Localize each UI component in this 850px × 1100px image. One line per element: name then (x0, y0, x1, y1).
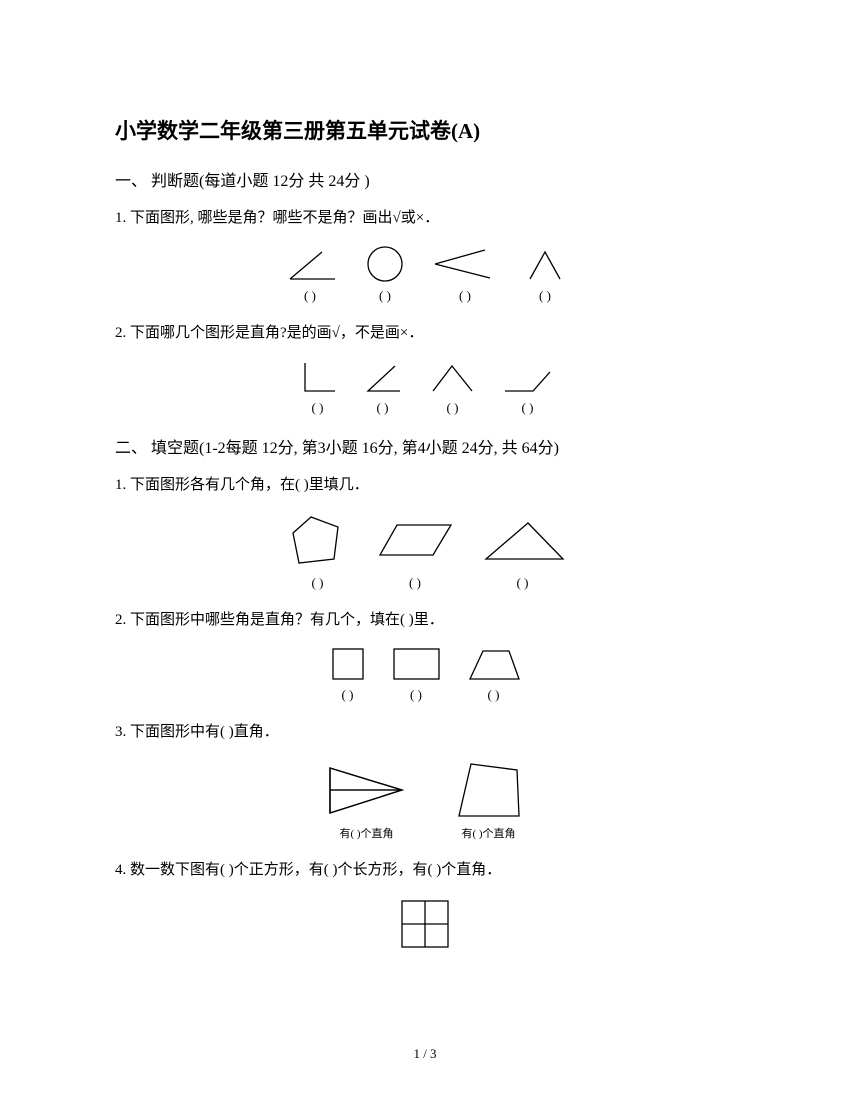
pentagon-icon (283, 511, 353, 571)
blank-label: ( ) (389, 687, 444, 703)
s1-q1-figures: ( ) ( ) ( ) ( ) (115, 244, 735, 304)
s2-q4-figures (115, 895, 735, 953)
square-icon (327, 645, 369, 683)
right-angle-count-label: 有( )个直角 (449, 825, 529, 841)
blank-label: ( ) (464, 687, 524, 703)
bowtie-triangle-icon (322, 758, 412, 823)
grid-2x2-icon (396, 895, 454, 953)
s2-q4-text: 4. 数一数下图有( )个正方形，有( )个长方形，有( )个直角． (115, 859, 735, 882)
blank-label: ( ) (430, 288, 500, 304)
section1-header: 一、 判断题(每道小题 12分 共 24分 ) (115, 167, 735, 191)
section2-header: 二、 填空题(1-2每题 12分, 第3小题 16分, 第4小题 24分, 共 … (115, 434, 735, 458)
blank-label: ( ) (478, 575, 568, 591)
blank-label: ( ) (360, 288, 410, 304)
blank-label: ( ) (520, 288, 570, 304)
open-angle-icon (430, 244, 500, 284)
rectangle-icon (389, 645, 444, 683)
blank-label: ( ) (360, 400, 405, 416)
s2-q2-text: 2. 下面图形中哪些角是直角？有几个，填在( )里． (115, 609, 735, 632)
angle-shape-icon (280, 244, 340, 284)
blank-label: ( ) (295, 400, 340, 416)
page-number: 1 / 3 (0, 1046, 850, 1062)
right-angle-icon (295, 358, 340, 396)
s2-q3-text: 3. 下面图形中有( )直角． (115, 721, 735, 744)
blank-label: ( ) (283, 575, 353, 591)
parallelogram-icon (373, 511, 458, 571)
s1-q1-text: 1. 下面图形, 哪些是角？哪些不是角？画出√或×． (115, 207, 735, 230)
blank-label: ( ) (425, 400, 480, 416)
s2-q1-text: 1. 下面图形各有几个角，在( )里填几． (115, 474, 735, 497)
quadrilateral-icon (449, 758, 529, 823)
s2-q3-figures: 有( )个直角 有( )个直角 (115, 758, 735, 841)
obtuse-angle-icon (500, 358, 555, 396)
page-title: 小学数学二年级第三册第五单元试卷(A) (115, 115, 735, 145)
triangle-icon (478, 511, 568, 571)
peak-angle-icon (425, 358, 480, 396)
s1-q2-text: 2. 下面哪几个图形是直角?是的画√，不是画×． (115, 322, 735, 345)
acute-angle-icon (360, 358, 405, 396)
caret-shape-icon (520, 244, 570, 284)
blank-label: ( ) (280, 288, 340, 304)
s2-q1-figures: ( ) ( ) ( ) (115, 511, 735, 591)
circle-icon (360, 244, 410, 284)
s2-q2-figures: ( ) ( ) ( ) (115, 645, 735, 703)
blank-label: ( ) (327, 687, 369, 703)
right-angle-count-label: 有( )个直角 (322, 825, 412, 841)
trapezoid-icon (464, 645, 524, 683)
blank-label: ( ) (373, 575, 458, 591)
s1-q2-figures: ( ) ( ) ( ) ( ) (115, 358, 735, 416)
blank-label: ( ) (500, 400, 555, 416)
